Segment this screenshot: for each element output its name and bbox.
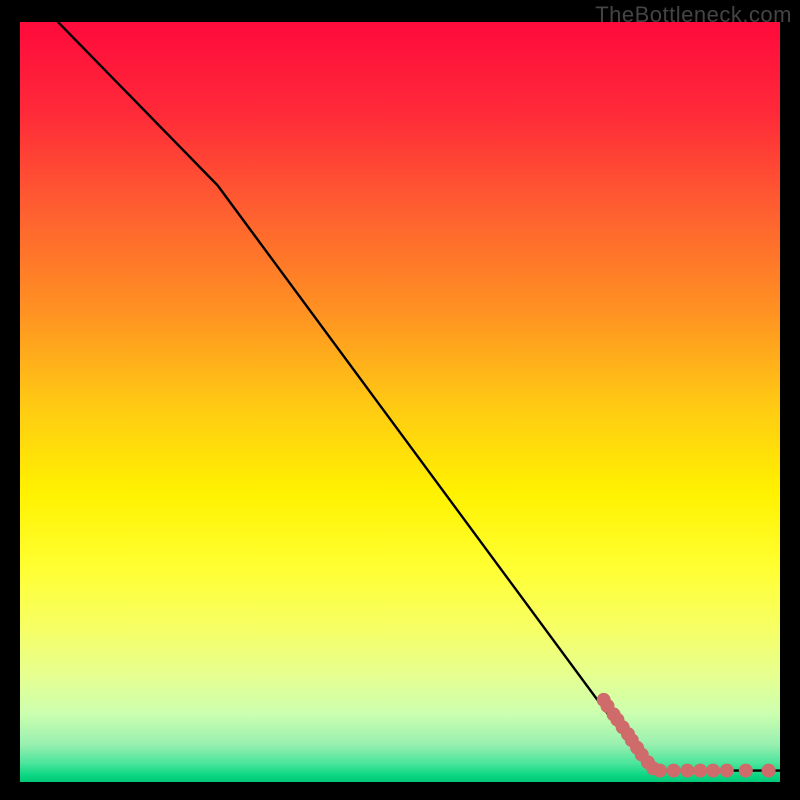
data-marker — [681, 764, 694, 777]
data-marker — [762, 764, 775, 777]
data-marker — [739, 764, 752, 777]
plot-area — [20, 22, 780, 782]
data-marker — [694, 764, 707, 777]
data-marker — [653, 764, 666, 777]
data-marker — [667, 764, 680, 777]
data-marker — [720, 764, 733, 777]
gradient-chart — [20, 22, 780, 782]
chart-frame: TheBottleneck.com — [0, 0, 800, 800]
data-marker — [707, 764, 720, 777]
gradient-background — [20, 22, 780, 782]
